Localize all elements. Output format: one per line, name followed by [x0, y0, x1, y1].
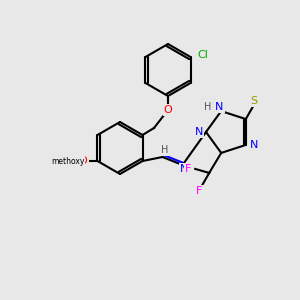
Text: N: N [250, 140, 258, 150]
Text: H: H [161, 145, 168, 155]
Text: F: F [196, 186, 202, 196]
Text: methoxy: methoxy [51, 157, 84, 166]
Text: Cl: Cl [197, 50, 208, 60]
Text: F: F [185, 164, 191, 174]
Text: N: N [215, 102, 224, 112]
Text: N: N [180, 164, 189, 174]
Text: N: N [195, 127, 203, 137]
Text: S: S [250, 96, 257, 106]
Text: O: O [164, 105, 172, 115]
Text: H: H [203, 102, 211, 112]
Text: O: O [79, 156, 88, 166]
